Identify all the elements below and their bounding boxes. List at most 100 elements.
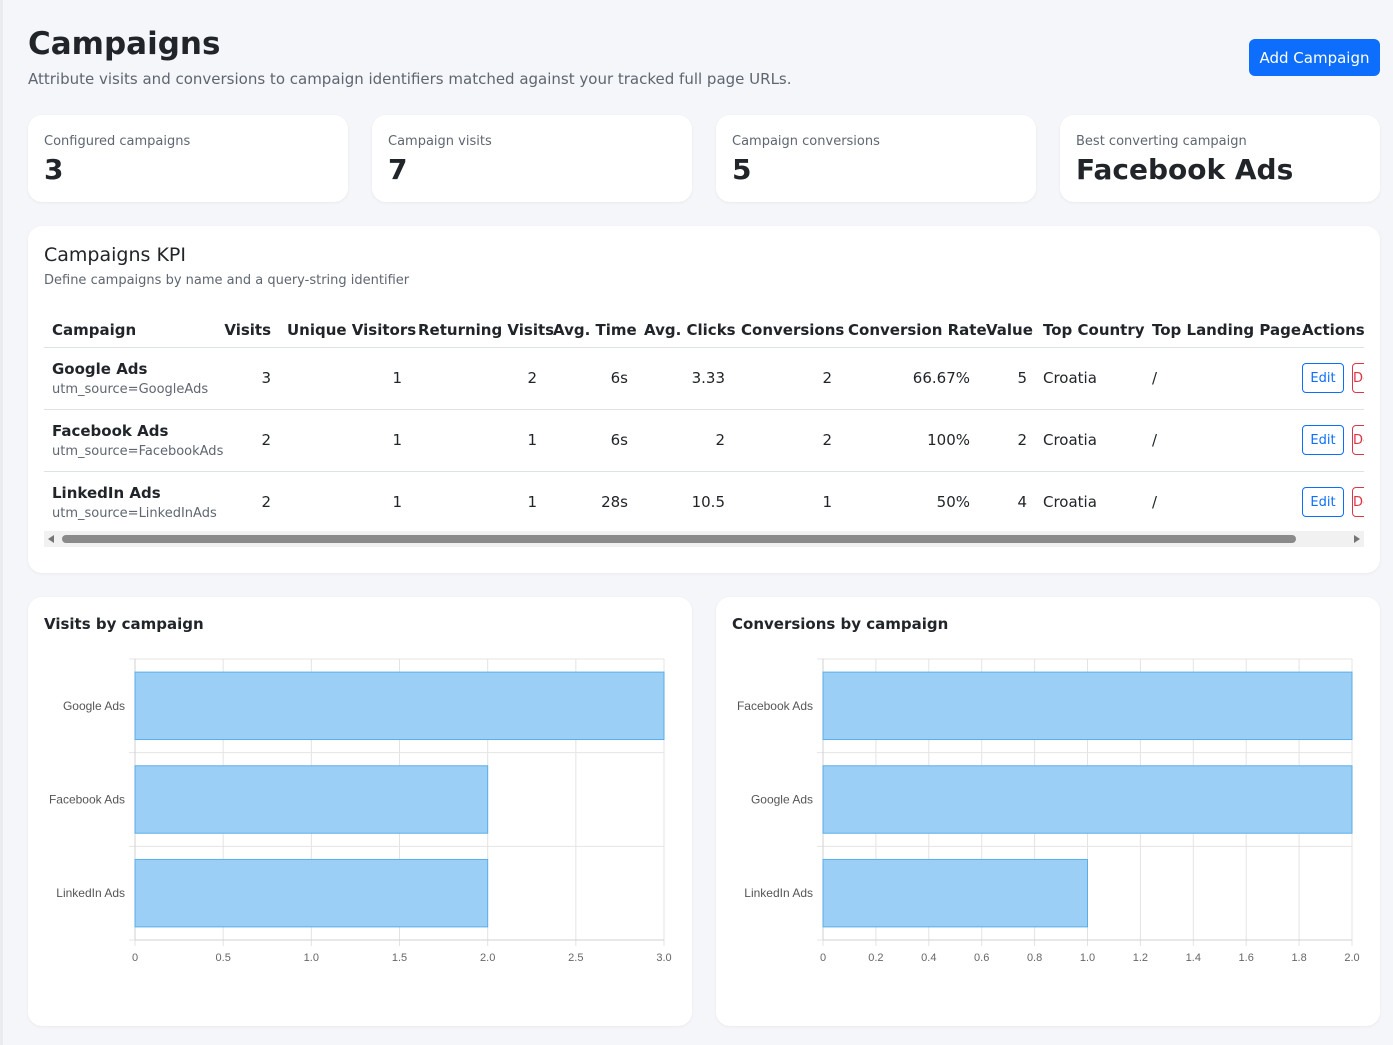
x-tick-label: 2.0 [1344, 952, 1359, 964]
x-tick-label: 0.5 [216, 952, 231, 964]
top-landing-page-cell: / [1144, 347, 1294, 410]
x-tick-label: 0 [820, 952, 826, 964]
campaigns-kpi-card: Campaigns KPI Define campaigns by name a… [28, 226, 1380, 573]
campaign-name: LinkedIn Ads [52, 483, 161, 502]
campaign-cell: Google Ads utm_source=GoogleAds [44, 347, 215, 410]
kpi-title: Campaigns KPI [44, 244, 186, 266]
campaign-identifier: utm_source=FacebookAds [52, 443, 224, 459]
stat-value: Facebook Ads [1076, 153, 1294, 186]
page-subtitle: Attribute visits and conversions to camp… [28, 70, 792, 88]
returning-visits-cell: 1 [410, 471, 545, 534]
avg-clicks-cell: 2 [636, 409, 733, 472]
unique-visitors-cell: 1 [279, 471, 410, 534]
kpi-table-scroll-container[interactable]: Campaign Visits Unique Visitors Returnin… [44, 313, 1364, 535]
column-header: Avg. Clicks [636, 313, 736, 348]
chart-title: Visits by campaign [44, 615, 204, 633]
bar [822, 671, 1353, 741]
x-tick-label: 0.6 [974, 952, 989, 964]
avg-time-cell: 28s [545, 471, 636, 534]
column-header: Unique Visitors [279, 313, 416, 348]
column-header: Actions [1294, 313, 1364, 348]
kpi-subtitle: Define campaigns by name and a query-str… [44, 273, 410, 288]
visits-cell: 2 [215, 471, 279, 534]
top-country-cell: Croatia [1035, 409, 1144, 472]
conversions-cell: 2 [733, 409, 840, 472]
x-tick-label: 2.5 [568, 952, 583, 964]
x-tick-label: 0 [132, 952, 138, 964]
conversion-rate-cell: 100% [840, 409, 978, 472]
returning-visits-cell: 1 [410, 409, 545, 472]
scroll-left-arrow-icon[interactable] [48, 535, 54, 543]
conversions-chart-card: Conversions by campaign 0 0.2 0.4 0.6 0.8 1.0… [716, 597, 1380, 1026]
bar [822, 858, 1088, 928]
stat-label: Configured campaigns [44, 134, 191, 149]
top-landing-page-cell: / [1144, 471, 1294, 534]
x-tick-label: 1.5 [392, 952, 407, 964]
x-tick-label: 0.2 [868, 952, 883, 964]
column-header: Top Country [1035, 313, 1145, 348]
delete-button[interactable]: Delete [1352, 425, 1364, 455]
column-header: Avg. Time [545, 313, 637, 348]
page-title: Campaigns [28, 26, 221, 62]
edit-button[interactable]: Edit [1302, 425, 1344, 455]
category-label: LinkedIn Ads [56, 886, 125, 900]
conversion-rate-cell: 66.67% [840, 347, 978, 410]
conversions-cell: 1 [733, 471, 840, 534]
kpi-table: Campaign Visits Unique Visitors Returnin… [44, 313, 1364, 534]
conversion-rate-cell: 50% [840, 471, 978, 534]
campaign-cell: LinkedIn Ads utm_source=LinkedInAds [44, 471, 217, 534]
category-label: Google Ads [63, 699, 125, 713]
actions-cell: Edit Delete [1294, 471, 1364, 534]
stat-value: 3 [44, 153, 64, 186]
table-row: Facebook Ads utm_source=FacebookAds 2 1 … [44, 409, 1364, 472]
stat-label: Best converting campaign [1076, 134, 1247, 149]
category-label: LinkedIn Ads [744, 886, 813, 900]
avg-time-cell: 6s [545, 409, 636, 472]
x-tick-label: 1.6 [1239, 952, 1254, 964]
actions-cell: Edit Delete [1294, 409, 1364, 472]
stat-label: Campaign conversions [732, 134, 880, 149]
x-tick-label: 2.0 [480, 952, 495, 964]
stat-value: 5 [732, 153, 752, 186]
column-header: Top Landing Page [1144, 313, 1301, 348]
table-horizontal-scrollbar[interactable] [44, 531, 1364, 547]
x-tick-label: 1.4 [1186, 952, 1201, 964]
stat-card-campaign-visits: Campaign visits 7 [372, 115, 692, 202]
x-tick-label: 1.0 [1080, 952, 1095, 964]
category-label: Facebook Ads [49, 793, 125, 807]
top-landing-page-cell: / [1144, 409, 1294, 472]
scroll-thumb[interactable] [62, 535, 1296, 543]
x-tick-label: 1.0 [304, 952, 319, 964]
x-tick-label: 0.4 [921, 952, 936, 964]
stat-label: Campaign visits [388, 134, 492, 149]
column-header: Visits [215, 313, 279, 348]
stat-value: 7 [388, 153, 408, 186]
edit-button[interactable]: Edit [1302, 363, 1344, 393]
avg-clicks-cell: 3.33 [636, 347, 733, 410]
x-tick-label: 1.2 [1133, 952, 1148, 964]
value-cell: 5 [978, 347, 1035, 410]
top-country-cell: Croatia [1035, 471, 1144, 534]
x-tick-label: 1.8 [1291, 952, 1306, 964]
delete-button[interactable]: Delete [1352, 487, 1364, 517]
actions-cell: Edit Delete [1294, 347, 1364, 410]
edit-button[interactable]: Edit [1302, 487, 1344, 517]
avg-time-cell: 6s [545, 347, 636, 410]
value-cell: 4 [978, 471, 1035, 534]
table-row: LinkedIn Ads utm_source=LinkedInAds 2 1 … [44, 471, 1364, 534]
visits-chart-card: Visits by campaign 0 0.5 1.0 1.5 2.0 2.5 3.0 Go… [28, 597, 692, 1026]
bar [822, 765, 1353, 834]
unique-visitors-cell: 1 [279, 409, 410, 472]
category-label: Facebook Ads [737, 699, 813, 713]
unique-visitors-cell: 1 [279, 347, 410, 410]
value-cell: 2 [978, 409, 1035, 472]
stat-card-campaign-conversions: Campaign conversions 5 [716, 115, 1036, 202]
campaign-identifier: utm_source=LinkedInAds [52, 505, 217, 521]
top-country-cell: Croatia [1035, 347, 1144, 410]
add-campaign-button[interactable]: Add Campaign [1249, 39, 1380, 76]
campaign-cell: Facebook Ads utm_source=FacebookAds [44, 409, 224, 472]
x-tick-label: 3.0 [656, 952, 671, 964]
bar [134, 858, 489, 928]
delete-button[interactable]: Delete [1352, 363, 1364, 393]
scroll-right-arrow-icon[interactable] [1354, 535, 1360, 543]
